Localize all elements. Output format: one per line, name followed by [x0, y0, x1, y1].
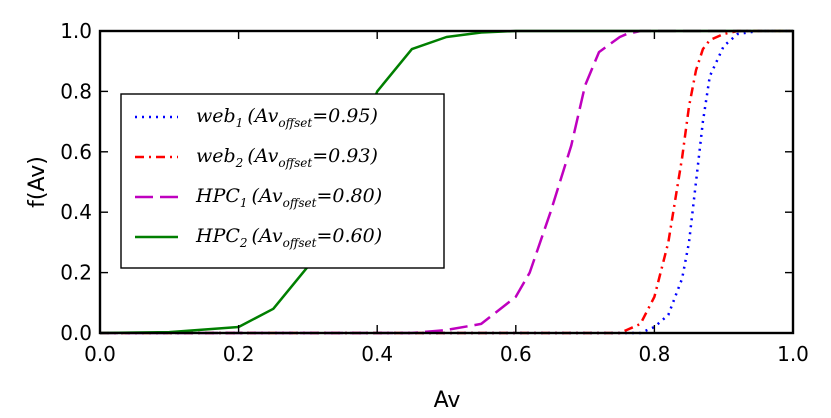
legend-base: web	[196, 145, 236, 167]
x-tick-label: 0.0	[84, 342, 116, 366]
legend-base: HPC	[195, 185, 240, 207]
y-axis-ticks: 0.0 0.2 0.4 0.6 0.8 1.0	[60, 19, 793, 345]
y-tick-label: 0.6	[60, 140, 92, 164]
y-axis-label: f(Av)	[25, 156, 50, 208]
legend-value: =0.93)	[312, 145, 378, 167]
legend-entry-3: HPC1 (Avoffset=0.80)	[195, 185, 382, 210]
legend-mid: (Av	[247, 145, 278, 167]
legend-base: HPC	[195, 225, 240, 247]
legend-value: =0.95)	[312, 105, 378, 127]
legend-sub: 2	[239, 236, 248, 250]
legend-sub2: offset	[278, 156, 312, 170]
legend-sub2: offset	[283, 196, 317, 210]
y-tick-label: 0.4	[60, 200, 92, 224]
plot-frame	[98, 29, 795, 335]
series-line-1	[100, 29, 793, 335]
x-tick-label: 0.2	[223, 342, 255, 366]
x-tick-label: 0.8	[638, 342, 670, 366]
x-axis-label: Av	[434, 388, 461, 413]
legend-sub: 1	[240, 196, 248, 210]
legend-base: web	[196, 105, 236, 127]
legend-box	[120, 93, 445, 269]
legend-sub2: offset	[278, 116, 312, 130]
y-tick-label: 1.0	[60, 19, 92, 43]
x-tick-label: 1.0	[777, 342, 809, 366]
legend-sub: 2	[235, 156, 244, 170]
legend-sub2: offset	[283, 236, 317, 250]
legend-mid: (Av	[252, 185, 283, 207]
y-tick-label: 0.0	[60, 321, 92, 345]
x-tick-label: 0.6	[500, 342, 532, 366]
x-axis-ticks: 0.0 0.2 0.4 0.6 0.8 1.0	[84, 31, 809, 366]
legend-value: =0.60)	[316, 225, 382, 247]
legend-mid: (Av	[252, 225, 283, 247]
legend-entry-1: web1 (Avoffset=0.95)	[196, 105, 378, 130]
x-tick-label: 0.4	[361, 342, 393, 366]
y-tick-label: 0.8	[60, 79, 92, 103]
legend-value: =0.80)	[316, 185, 382, 207]
legend-sub: 1	[236, 116, 244, 130]
legend-mid: (Av	[247, 105, 278, 127]
legend-entry-2: web2 (Avoffset=0.93)	[196, 145, 378, 170]
legend-entry-4: HPC2 (Avoffset=0.60)	[195, 225, 382, 250]
legend: web1 (Avoffset=0.95)web2 (Avoffset=0.93)HP…	[120, 93, 445, 269]
y-tick-label: 0.2	[60, 261, 92, 285]
